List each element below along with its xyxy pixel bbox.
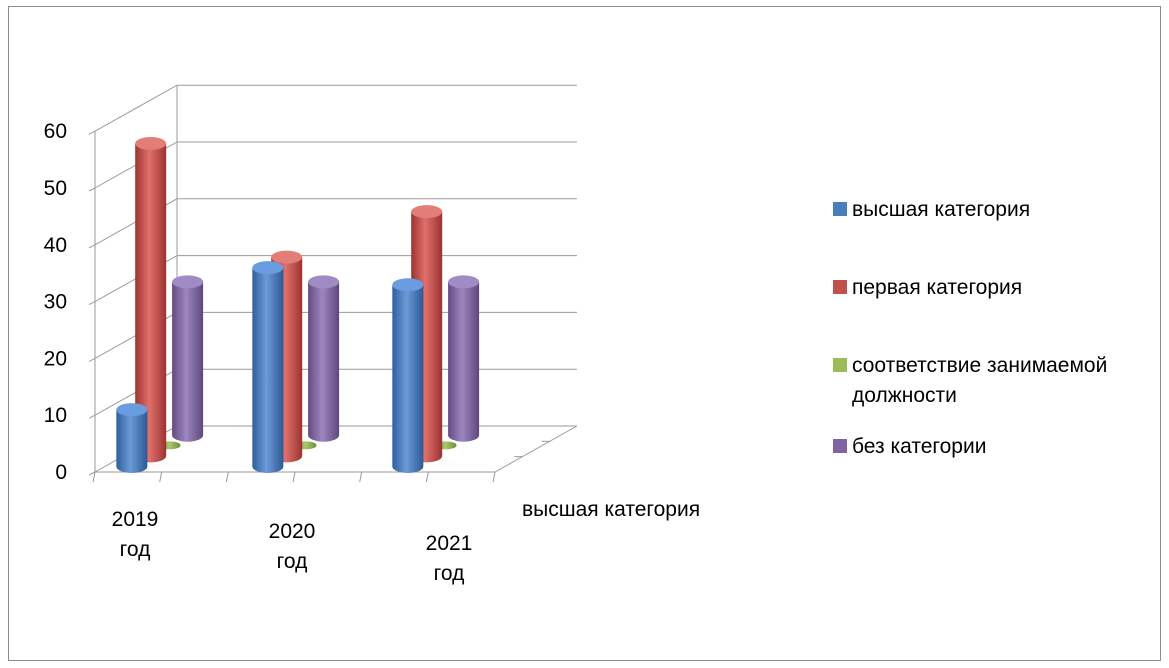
legend-swatch [833,280,847,294]
y-tick [88,244,96,249]
bar-top [252,261,284,275]
legend-swatch [833,439,847,453]
x-tick-label: 2019 [112,508,159,531]
bar-top [271,250,303,264]
y-tick [88,187,96,192]
legend-swatch [833,358,847,372]
bar-cylinder [448,275,480,442]
y-tick [88,130,96,135]
bar-cylinder [135,137,167,463]
bar-cylinder [172,275,204,442]
bar-top [392,278,424,292]
bar-cylinder [252,261,284,473]
x-tick-label: год [434,562,465,585]
bar-top [411,205,443,219]
bar-body [448,281,480,442]
bar-body [116,409,148,473]
bar-body [252,267,284,473]
y-tick [88,301,96,306]
chart-axes [88,130,577,483]
bar-top [116,403,148,417]
chart-bars [116,137,480,473]
legend-label: соответствие занимаемой [852,354,1107,377]
x-tick [359,471,363,483]
bar-body [135,143,167,463]
y-tick [88,414,96,419]
bar-top [308,275,340,289]
x-tick [225,471,229,483]
x-tick [292,471,296,483]
legend-swatch [833,202,847,216]
y-tick-label: 40 [44,234,67,257]
depth-axis-label: высшая категория [522,498,700,521]
x-tick [425,471,429,483]
legend-label: должности [852,384,957,407]
bar-cylinder [308,275,340,442]
bar-body [308,281,340,442]
x-tick-label: год [120,538,151,561]
x-tick [92,471,96,483]
y-tick-label: 30 [44,291,67,314]
x-tick-label: 2020 [269,520,316,543]
bar-top [135,137,167,150]
x-tick-label: год [277,550,308,573]
chart-labels: 0 10 20 30 40 50 60 высшая категория 2019 год 2020… [44,120,700,585]
legend-label: без категории [852,435,986,458]
y-tick [88,471,96,476]
y-tick-label: 50 [44,177,67,200]
gridline [94,84,577,132]
gridline [94,198,577,246]
bar-top [448,275,480,289]
bar-body [172,281,204,442]
chart-legend: высшая категория первая категория соответс… [833,198,1107,458]
y-tick-label: 20 [44,347,67,370]
bar-body [392,284,424,473]
bar-cylinder [392,278,424,473]
bar-top [172,275,204,289]
x-tick [492,471,496,483]
y-tick-label: 0 [55,461,67,484]
y-tick-label: 10 [44,404,67,427]
y-tick [88,357,96,362]
y-tick-label: 60 [44,120,67,143]
x-tick [159,471,163,483]
x-tick-label: 2021 [426,532,473,555]
legend-label: высшая категория [852,198,1030,221]
gridline [94,141,577,189]
bar-cylinder [116,403,148,473]
legend-label: первая категория [852,276,1022,299]
